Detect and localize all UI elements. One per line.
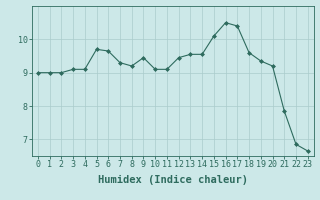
X-axis label: Humidex (Indice chaleur): Humidex (Indice chaleur) [98,175,248,185]
